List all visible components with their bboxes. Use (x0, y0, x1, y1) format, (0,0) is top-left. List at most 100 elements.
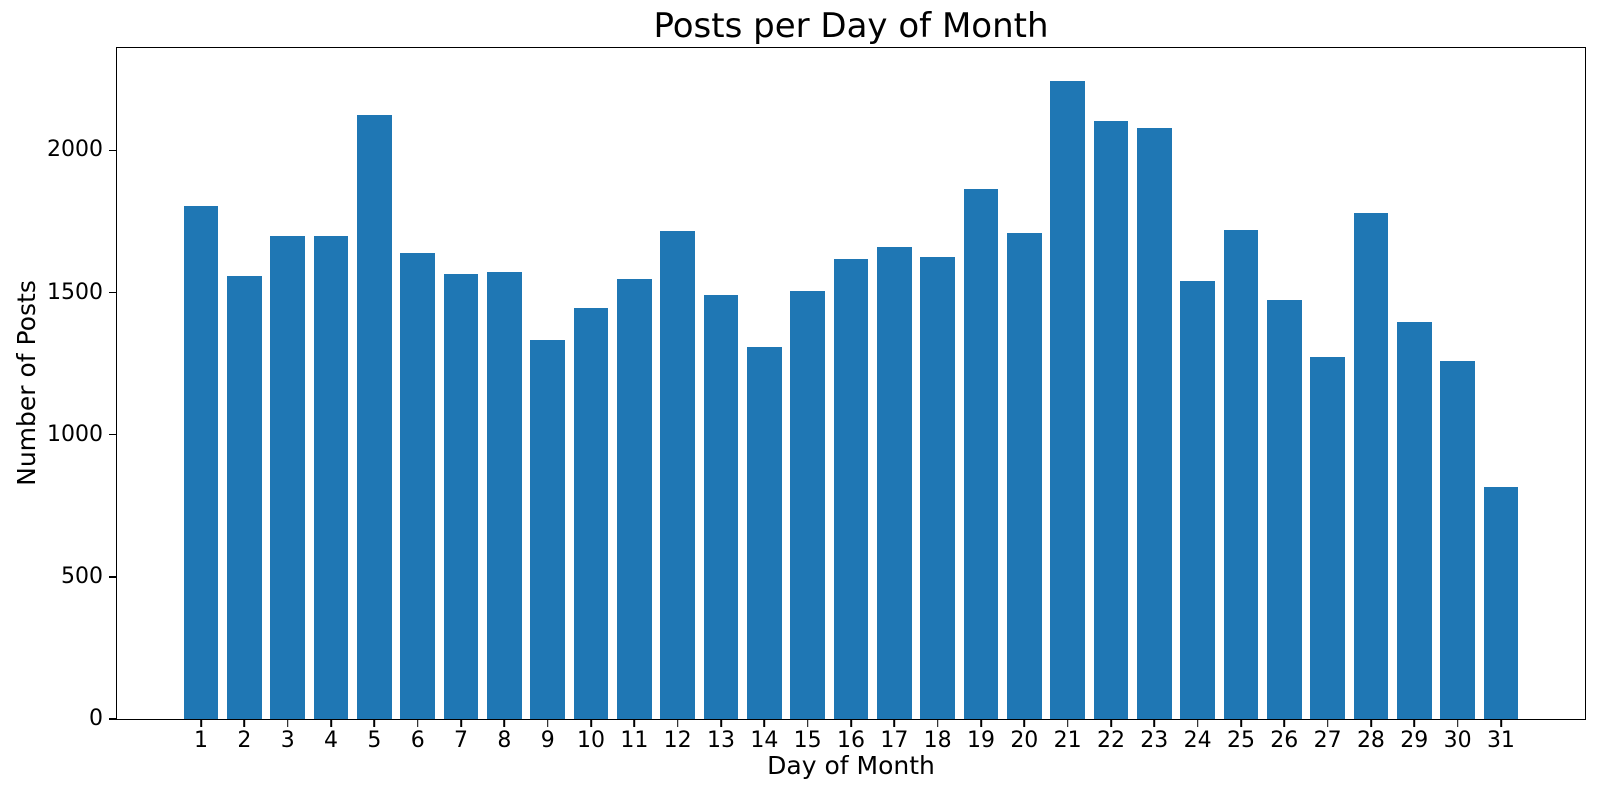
bar-day-15 (790, 291, 825, 719)
bar-day-5 (357, 114, 392, 719)
bar-day-9 (530, 340, 566, 719)
x-tick-mark-12 (676, 719, 679, 727)
y-tick-label-1000: 1000 (47, 421, 103, 447)
x-tick-label-17: 17 (880, 728, 909, 753)
bar-day-6 (400, 252, 436, 719)
bar-day-8 (487, 272, 522, 719)
bar-day-12 (660, 231, 695, 719)
bar-day-21 (1050, 80, 1085, 719)
x-tick-mark-22 (1110, 719, 1112, 727)
bar-day-11 (617, 279, 652, 719)
x-tick-mark-25 (1240, 719, 1242, 727)
x-tick-label-12: 12 (663, 728, 692, 753)
bar-day-28 (1353, 212, 1389, 719)
x-tick-mark-17 (893, 719, 896, 727)
x-tick-label-10: 10 (577, 728, 606, 753)
x-tick-mark-10 (590, 719, 592, 727)
bar-day-10 (573, 307, 609, 719)
x-tick-mark-28 (1370, 719, 1372, 727)
x-tick-label-1: 1 (194, 728, 209, 753)
x-tick-mark-26 (1283, 719, 1286, 727)
x-tick-label-23: 23 (1140, 728, 1169, 753)
bar-day-14 (747, 346, 782, 719)
x-tick-label-4: 4 (324, 728, 339, 753)
bar-day-16 (833, 258, 869, 719)
x-tick-mark-8 (503, 719, 506, 727)
bar-day-26 (1266, 299, 1302, 719)
bar-day-13 (703, 295, 739, 719)
x-tick-mark-23 (1153, 719, 1156, 727)
x-tick-mark-18 (936, 719, 939, 727)
x-tick-mark-30 (1456, 719, 1459, 727)
y-tick-mark-500 (109, 576, 117, 578)
x-tick-mark-14 (763, 719, 766, 727)
x-tick-label-26: 26 (1270, 728, 1299, 753)
bar-day-27 (1310, 356, 1345, 719)
y-tick-label-0: 0 (89, 706, 103, 731)
bar-day-31 (1483, 487, 1519, 719)
x-tick-label-20: 20 (1010, 728, 1039, 753)
x-tick-mark-9 (546, 719, 549, 727)
x-tick-mark-24 (1196, 719, 1199, 727)
bar-day-4 (313, 235, 349, 719)
y-tick-label-2000: 2000 (47, 137, 103, 163)
x-tick-label-24: 24 (1183, 728, 1212, 753)
x-tick-mark-21 (1066, 719, 1069, 727)
x-tick-mark-6 (416, 719, 419, 727)
x-tick-mark-3 (286, 719, 289, 727)
x-tick-label-30: 30 (1443, 728, 1472, 753)
x-tick-mark-2 (243, 719, 246, 727)
bar-day-23 (1136, 127, 1172, 719)
x-tick-label-8: 8 (497, 728, 512, 753)
bar-day-18 (920, 256, 955, 719)
x-tick-label-25: 25 (1226, 728, 1255, 753)
x-tick-label-19: 19 (966, 728, 995, 753)
x-tick-mark-4 (330, 719, 332, 727)
x-tick-mark-13 (720, 719, 722, 727)
x-tick-label-13: 13 (707, 728, 735, 753)
bar-day-20 (1006, 232, 1042, 719)
x-tick-mark-27 (1326, 719, 1329, 727)
x-tick-label-28: 28 (1356, 728, 1385, 753)
x-tick-label-21: 21 (1053, 728, 1082, 753)
x-tick-label-16: 16 (837, 728, 865, 753)
x-tick-label-11: 11 (620, 728, 649, 753)
x-tick-label-29: 29 (1400, 728, 1429, 753)
x-tick-mark-20 (1023, 719, 1026, 727)
x-tick-mark-7 (460, 719, 462, 727)
x-tick-mark-11 (633, 719, 636, 727)
y-axis-label: Number of Posts (12, 280, 41, 486)
x-tick-mark-15 (806, 719, 809, 727)
x-tick-mark-16 (850, 719, 852, 727)
bar-day-24 (1180, 281, 1215, 719)
x-tick-mark-5 (373, 719, 376, 727)
x-tick-label-2: 2 (237, 728, 252, 753)
x-tick-label-5: 5 (367, 728, 382, 753)
x-tick-label-27: 27 (1313, 728, 1342, 753)
bar-day-29 (1396, 321, 1432, 719)
bar-day-25 (1223, 229, 1259, 719)
bar-day-7 (443, 274, 479, 719)
x-tick-label-22: 22 (1096, 728, 1125, 753)
y-tick-mark-1500 (109, 291, 117, 294)
y-tick-label-500: 500 (61, 563, 103, 589)
x-tick-label-15: 15 (793, 728, 822, 753)
x-axis-label: Day of Month (767, 751, 935, 780)
x-tick-label-7: 7 (454, 728, 469, 753)
x-tick-label-18: 18 (923, 728, 952, 753)
bar-day-19 (963, 188, 999, 719)
x-tick-label-6: 6 (410, 728, 425, 753)
x-tick-label-9: 9 (540, 728, 555, 753)
y-tick-mark-0 (109, 718, 117, 720)
x-tick-mark-1 (200, 719, 202, 727)
bar-day-30 (1440, 360, 1475, 719)
x-tick-label-14: 14 (750, 728, 779, 753)
x-tick-mark-19 (980, 719, 982, 727)
x-tick-label-31: 31 (1486, 728, 1515, 753)
y-tick-mark-2000 (109, 149, 117, 152)
bar-day-17 (876, 247, 912, 719)
y-tick-mark-1000 (109, 433, 117, 436)
y-tick-label-1500: 1500 (47, 279, 103, 305)
bar-day-2 (227, 276, 262, 719)
